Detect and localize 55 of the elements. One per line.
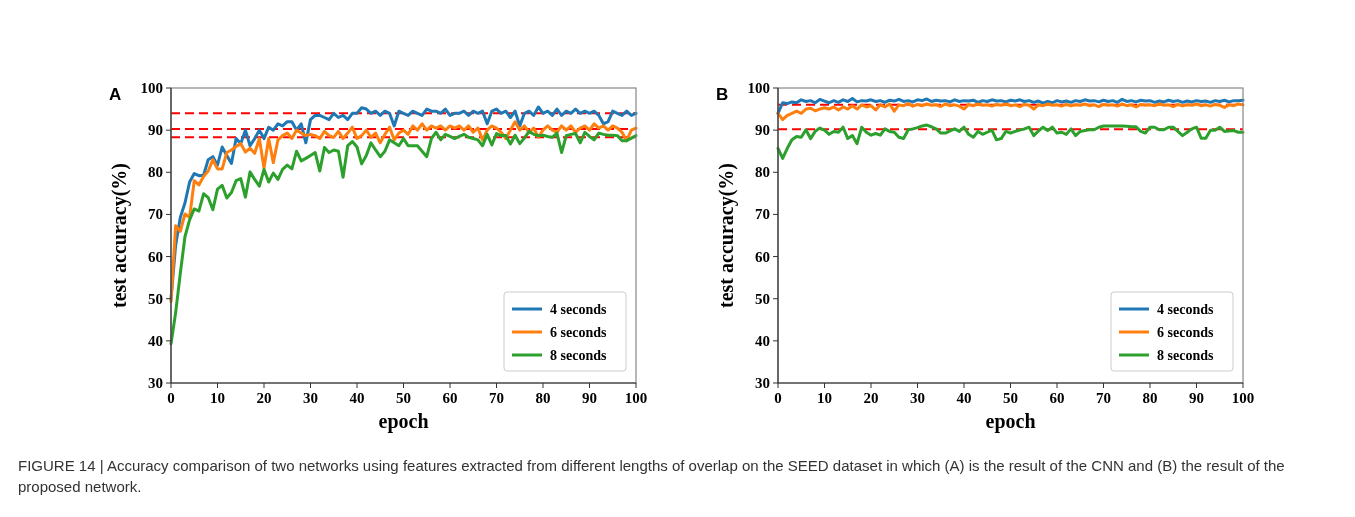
x-axis-title: epoch (378, 410, 429, 433)
x-tick-label: 50 (396, 390, 411, 406)
x-axis-title: epoch (985, 410, 1036, 433)
y-tick-label: 60 (755, 248, 770, 265)
y-axis-title: test accuracy(%) (108, 163, 131, 308)
y-tick-label: 70 (755, 206, 770, 223)
y-tick-label: 40 (148, 332, 163, 349)
x-tick-label: 30 (910, 390, 925, 406)
y-tick-label: 100 (747, 80, 770, 96)
x-tick-label: 90 (1189, 390, 1204, 406)
y-tick-label: 90 (148, 122, 163, 139)
y-tick-label: 70 (148, 206, 163, 223)
x-tick-label: 80 (535, 390, 551, 406)
x-tick-label: 40 (349, 390, 365, 406)
x-tick-label: 70 (489, 390, 504, 406)
line-series (169, 129, 638, 346)
line-series (776, 97, 1245, 115)
x-tick-label: 0 (167, 390, 175, 406)
x-tick-label: 10 (817, 390, 832, 406)
x-tick-label: 70 (1096, 390, 1111, 406)
y-tick-label: 90 (755, 122, 770, 139)
legend-label: 6 seconds (1157, 325, 1214, 340)
y-tick-label: 40 (755, 332, 770, 349)
y-tick-label: 60 (148, 248, 163, 265)
x-tick-label: 10 (210, 390, 225, 406)
x-tick-label: 100 (624, 390, 648, 406)
y-tick-label: 80 (755, 164, 770, 181)
line-series (776, 102, 1245, 122)
x-tick-label: 50 (1003, 390, 1018, 406)
y-tick-label: 100 (140, 80, 163, 96)
chart-title: B (716, 85, 729, 104)
y-tick-label: 80 (148, 164, 163, 181)
legend-label: 8 seconds (1157, 348, 1214, 363)
chart-title: A (109, 85, 122, 104)
x-tick-label: 80 (1142, 390, 1158, 406)
x-tick-label: 0 (774, 390, 782, 406)
x-tick-label: 20 (256, 390, 272, 406)
x-tick-label: 20 (863, 390, 879, 406)
legend-label: 4 seconds (1157, 302, 1214, 317)
x-tick-label: 90 (582, 390, 597, 406)
y-tick-label: 30 (148, 375, 163, 391)
line-series (776, 123, 1245, 160)
legend-label: 4 seconds (550, 302, 607, 317)
caption: FIGURE 14 | Accuracy comparison of two networks using features extracted from different lengths of overlap on the SEED dataset in which (A) is the result of the CNN and (B) the result of the proposed network. (18, 456, 1286, 497)
y-axis-title: test accuracy(%) (715, 163, 738, 308)
y-tick-label: 50 (755, 290, 770, 307)
x-tick-label: 40 (956, 390, 972, 406)
legend-label: 8 seconds (550, 348, 607, 363)
x-tick-label: 100 (1231, 390, 1255, 406)
x-tick-label: 30 (303, 390, 318, 406)
x-tick-label: 60 (1049, 390, 1065, 406)
legend-label: 6 seconds (550, 325, 607, 340)
y-tick-label: 50 (148, 290, 163, 307)
x-tick-label: 60 (442, 390, 458, 406)
y-tick-label: 30 (755, 375, 770, 391)
